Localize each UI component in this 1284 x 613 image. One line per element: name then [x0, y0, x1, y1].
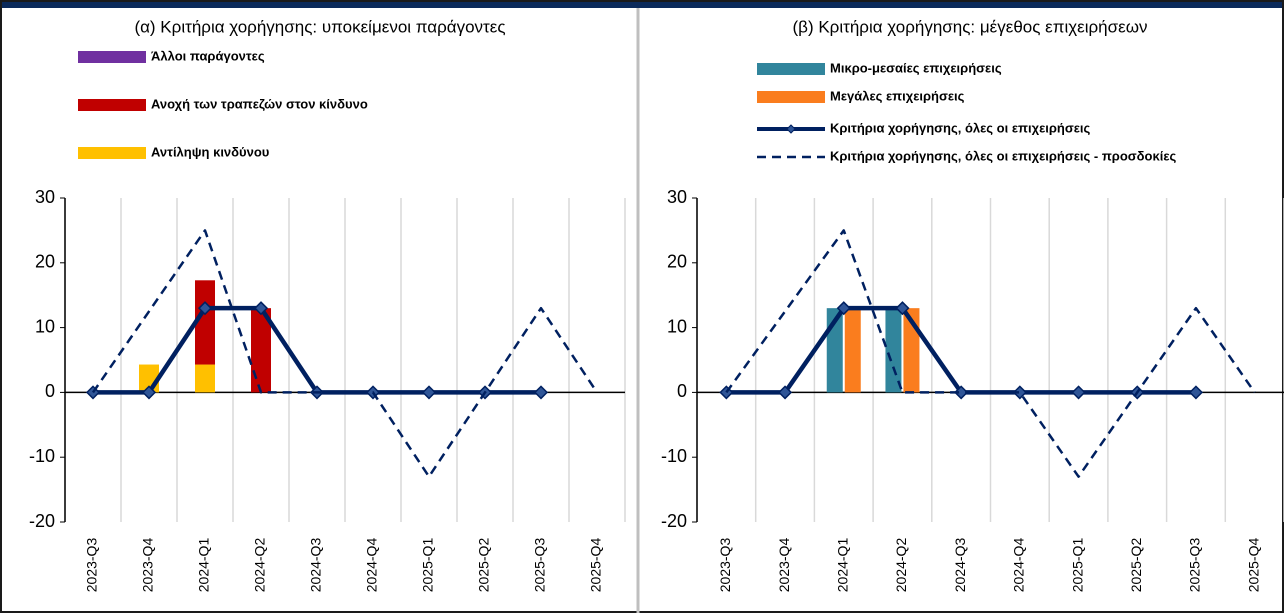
line-marker: [895, 301, 910, 316]
legend-label: Ανοχή των τραπεζών στον κίνδυνο: [151, 96, 368, 111]
legend-label: Μεγάλες επιχειρήσεις: [830, 88, 965, 103]
x-tick-label: 2025-Q2: [476, 538, 492, 593]
legend-swatch: [78, 99, 146, 111]
dashed-line: [91, 229, 599, 478]
x-tick-label: 2024-Q3: [952, 538, 968, 593]
x-tick-label: 2024-Q3: [308, 538, 324, 593]
line-marker: [533, 385, 549, 400]
legend-label: Κριτήρια χορήγησης, όλες οι επιχειρήσεις: [830, 120, 1091, 135]
x-tick-label: 2023-Q3: [717, 538, 733, 593]
x-tick-label: 2025-Q4: [1245, 538, 1261, 593]
y-tick-label: -10: [661, 446, 687, 466]
dashed-line: [725, 229, 1256, 478]
x-tick-label: 2024-Q2: [252, 538, 268, 593]
line-marker: [1012, 385, 1027, 400]
x-tick-label: 2025-Q3: [532, 538, 548, 593]
x-tick-label: 2024-Q1: [834, 538, 850, 593]
x-tick-label: 2023-Q3: [84, 538, 100, 593]
line-marker: [954, 385, 969, 400]
y-tick-label: 20: [667, 252, 687, 272]
legend-label: Μικρο-μεσαίες επιχειρήσεις: [830, 60, 1002, 75]
y-tick-label: -20: [661, 511, 687, 531]
bar: [844, 308, 861, 393]
bar: [195, 364, 215, 393]
chart-title: (α) Κριτήρια χορήγησης: υποκείμενοι παρά…: [134, 17, 505, 36]
x-tick-label: 2023-Q4: [776, 538, 792, 593]
bar: [251, 308, 271, 393]
legend-swatch: [78, 51, 146, 63]
y-tick-label: 0: [45, 381, 55, 401]
x-tick-label: 2025-Q2: [1128, 538, 1144, 593]
y-tick-label: -20: [29, 511, 55, 531]
legend-label: Άλλοι παράγοντες: [151, 48, 265, 63]
x-tick-label: 2025-Q4: [588, 538, 604, 593]
legend-label: Αντίληψη κινδύνου: [151, 144, 270, 159]
line-marker: [836, 301, 851, 316]
line-marker: [253, 301, 269, 316]
line-marker: [141, 385, 157, 400]
top-strip: [0, 0, 1284, 8]
y-tick-label: 0: [677, 381, 687, 401]
y-tick-label: 10: [667, 316, 687, 336]
y-tick-label: 30: [667, 187, 687, 207]
chart-title: (β) Κριτήρια χορήγησης: μέγεθος επιχειρή…: [793, 17, 1148, 36]
line-marker: [777, 385, 793, 400]
line-marker: [421, 385, 437, 400]
x-tick-label: 2024-Q2: [893, 538, 909, 593]
line-marker: [197, 301, 213, 316]
legend-swatch: [78, 147, 146, 159]
x-tick-label: 2024-Q4: [1011, 538, 1027, 593]
y-tick-label: 30: [35, 187, 55, 207]
legend-swatch: [757, 63, 825, 75]
x-tick-label: 2024-Q1: [196, 538, 212, 593]
legend-swatch: [757, 91, 825, 103]
legend-label: Κριτήρια χορήγησης, όλες οι επιχειρήσεις…: [830, 148, 1177, 163]
y-tick-label: 10: [35, 316, 55, 336]
line-marker: [1071, 385, 1086, 400]
bar: [195, 280, 215, 365]
legend-marker: [786, 124, 796, 134]
bar: [885, 308, 902, 393]
x-tick-label: 2024-Q4: [364, 538, 380, 593]
line-marker: [1188, 385, 1204, 400]
y-tick-label: -10: [29, 446, 55, 466]
x-tick-label: 2025-Q1: [1069, 538, 1085, 593]
x-tick-label: 2023-Q4: [140, 538, 156, 593]
x-tick-label: 2025-Q3: [1187, 538, 1203, 593]
x-tick-label: 2025-Q1: [420, 538, 436, 593]
y-tick-label: 20: [35, 252, 55, 272]
